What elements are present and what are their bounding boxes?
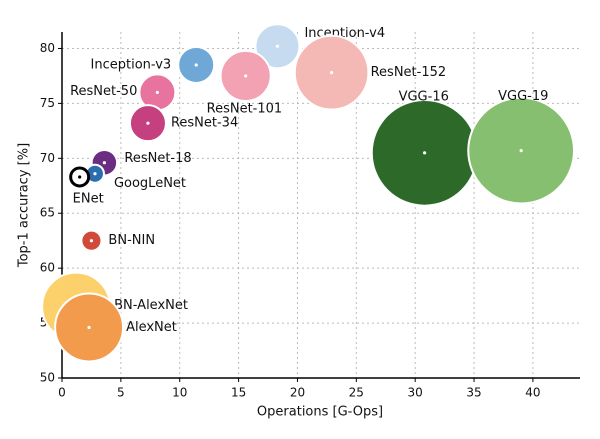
x-tick-label: 10 [172, 386, 187, 400]
bubble-label: AlexNet [126, 320, 177, 335]
y-tick-label: 70 [40, 151, 55, 165]
bubble-label: ResNet-101 [207, 101, 283, 116]
bubble-center [102, 161, 106, 165]
x-axis-label: Operations [G-Ops] [257, 405, 383, 420]
bubble-center [155, 90, 159, 95]
bubble-label: ResNet-50 [70, 84, 137, 99]
x-tick-label: 15 [231, 386, 246, 400]
x-tick-label: 20 [290, 386, 305, 400]
bubble-center [329, 71, 334, 75]
bubble-label: BN-NIN [108, 233, 155, 248]
bubble-label: Inception-v3 [91, 57, 172, 72]
bubble-label: ResNet-18 [124, 151, 191, 166]
bubble-center [89, 239, 94, 243]
bubble-center [275, 44, 280, 48]
bubble-center [244, 74, 248, 78]
bubble-center [194, 63, 198, 67]
bubble-label: VGG-16 [399, 89, 449, 104]
bubble-label: VGG-19 [498, 89, 548, 104]
bubble-label: GoogLeNet [114, 176, 186, 191]
bubble-center [87, 325, 91, 330]
x-tick-label: 30 [408, 386, 423, 400]
y-tick-label: 75 [40, 96, 55, 110]
x-tick-label: 40 [525, 386, 540, 400]
bubble-center [93, 172, 97, 176]
bubble-label: ResNet-34 [171, 116, 238, 131]
bubble-center [423, 151, 427, 155]
y-tick-label: 65 [40, 206, 55, 220]
y-axis-label: Top-1 accuracy [%] [17, 143, 32, 268]
bubble-label: BN-AlexNet [114, 298, 188, 313]
bubble-center [519, 149, 523, 153]
bubble-label: ResNet-152 [371, 65, 447, 80]
y-tick-label: 50 [40, 371, 55, 385]
x-tick-label: 25 [349, 386, 364, 400]
bubble-center [78, 175, 82, 179]
y-tick-label: 60 [40, 261, 55, 275]
y-tick-label: 80 [40, 41, 55, 55]
x-tick-label: 0 [58, 386, 66, 400]
x-tick-label: 35 [466, 386, 481, 400]
bubble-center [146, 121, 150, 125]
x-tick-label: 5 [117, 386, 125, 400]
bubble-label: ENet [73, 191, 104, 206]
